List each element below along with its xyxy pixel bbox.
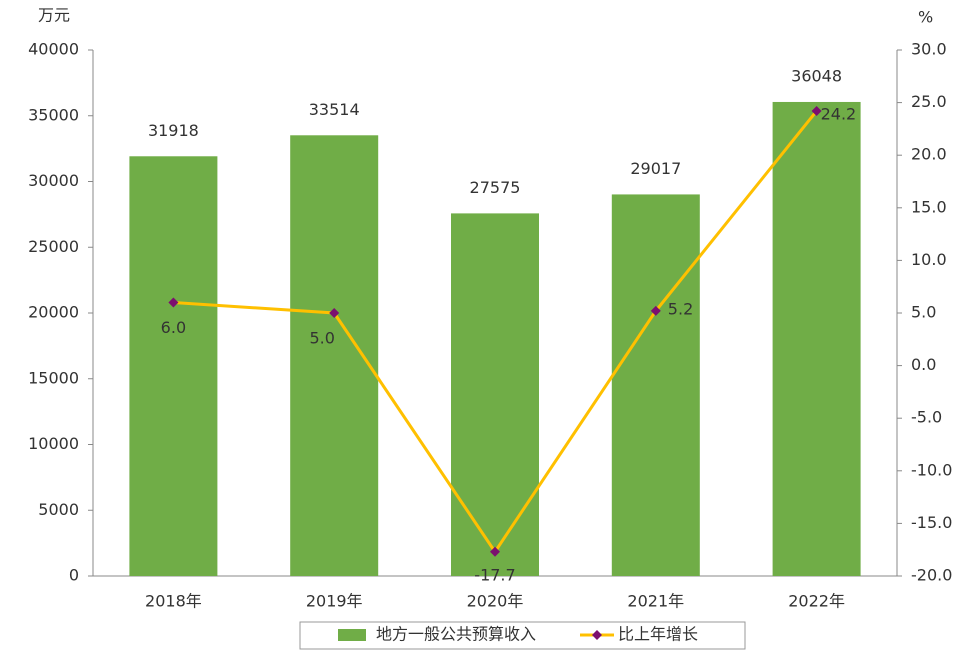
y2-tick-label: -10.0 [911, 460, 952, 479]
legend-marker [592, 630, 602, 640]
y2-tick-label: 10.0 [911, 250, 947, 269]
y-tick-label: 20000 [28, 303, 79, 322]
x-tick-label: 2018年 [145, 592, 202, 611]
line-value-label: 5.2 [668, 299, 693, 318]
bar-value-label: 27575 [470, 178, 521, 197]
bar-value-label: 33514 [309, 100, 360, 119]
y2-tick-label: 20.0 [911, 145, 947, 164]
x-tick-label: 2020年 [467, 592, 524, 611]
x-tick-label: 2021年 [627, 592, 684, 611]
bar-value-label: 31918 [148, 121, 199, 140]
legend-label: 比上年增长 [618, 625, 698, 644]
y-tick-label: 15000 [28, 368, 79, 387]
line-value-label: 5.0 [309, 329, 334, 348]
y-tick-label: 35000 [28, 105, 79, 124]
marker [168, 297, 179, 308]
y-tick-label: 0 [69, 566, 79, 585]
y-tick-label: 10000 [28, 434, 79, 453]
y2-tick-label: 0.0 [911, 355, 936, 374]
y2-tick-label: -20.0 [911, 566, 952, 585]
bar [129, 156, 218, 576]
marker [650, 305, 661, 316]
y2-tick-label: 15.0 [911, 197, 947, 216]
y2-tick-label: 25.0 [911, 92, 947, 111]
line-value-label: -17.7 [474, 565, 515, 584]
y-tick-label: 40000 [28, 40, 79, 59]
bar [451, 213, 539, 577]
y-axis-unit: 万元 [38, 6, 70, 25]
bar [611, 194, 700, 576]
marker [811, 106, 822, 117]
y2-tick-label: -15.0 [911, 513, 952, 532]
y2-tick-label: 5.0 [911, 303, 936, 322]
x-tick-label: 2022年 [788, 592, 845, 611]
bar-value-label: 36048 [791, 66, 842, 85]
marker [329, 308, 340, 318]
marker [490, 546, 500, 557]
y-tick-label: 25000 [28, 237, 79, 256]
line-value-label: 6.0 [161, 318, 186, 337]
legend-label: 地方一般公共预算收入 [376, 625, 536, 644]
line-value-label: 24.2 [821, 105, 857, 124]
x-tick-label: 2019年 [306, 592, 363, 611]
legend-swatch [338, 629, 366, 641]
y2-tick-label: -5.0 [911, 408, 942, 427]
bar [290, 135, 379, 576]
bar [772, 101, 861, 576]
y2-axis-unit: % [918, 8, 933, 27]
y-tick-label: 30000 [28, 171, 79, 190]
y-tick-label: 5000 [38, 500, 79, 519]
y2-tick-label: 30.0 [911, 40, 947, 59]
legend-box [299, 621, 746, 650]
bar-value-label: 29017 [630, 159, 681, 178]
